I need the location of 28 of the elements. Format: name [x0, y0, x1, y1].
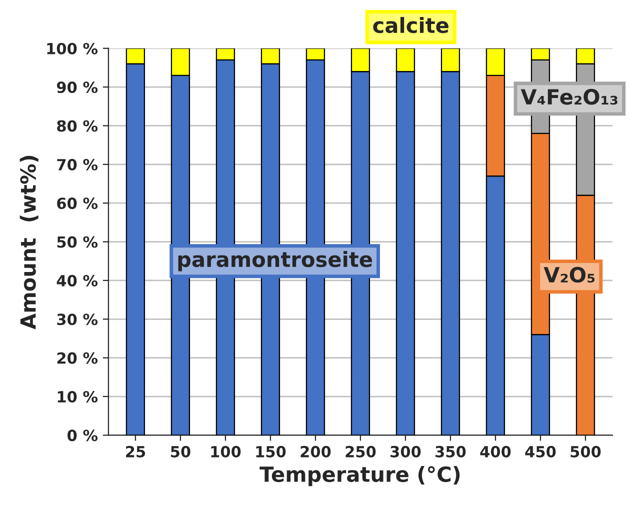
x-axis-title: Temperature (°C): [260, 466, 460, 486]
y-tick-label: 0 %: [68, 430, 98, 442]
x-tick-label: 150: [256, 446, 286, 458]
y-tick-label: 70 %: [57, 158, 98, 170]
x-tick-label: 500: [570, 446, 601, 458]
x-tick-label: 450: [525, 446, 556, 458]
series-label: calcite: [373, 16, 448, 34]
y-tick-label: 30 %: [57, 314, 98, 326]
x-tick-label: 200: [300, 446, 331, 458]
y-tick-label: 20 %: [57, 352, 98, 364]
y-axis-title: Amount (wt%): [20, 156, 38, 330]
y-tick-label: 40 %: [56, 274, 98, 286]
x-tick-label: 100: [211, 446, 241, 458]
series-label: paramontroseite: [178, 251, 372, 272]
x-tick-label: 300: [390, 446, 421, 458]
x-tick-label: 50: [171, 446, 190, 458]
series-label: V₂O₅: [544, 266, 595, 283]
y-tick-label: 100 %: [47, 42, 98, 54]
x-tick-label: 25: [126, 446, 146, 458]
x-tick-label: 350: [436, 446, 466, 458]
x-tick-label: 400: [480, 446, 511, 458]
y-tick-label: 80 %: [57, 120, 98, 132]
x-tick-label: 250: [346, 446, 376, 458]
y-tick-label: 10 %: [58, 390, 98, 403]
y-tick-label: 50 %: [57, 236, 98, 248]
series-label: V₄Fe₂O₁₃: [520, 88, 618, 105]
y-tick-label: 60 %: [57, 198, 98, 210]
y-tick-label: 90 %: [56, 82, 98, 94]
